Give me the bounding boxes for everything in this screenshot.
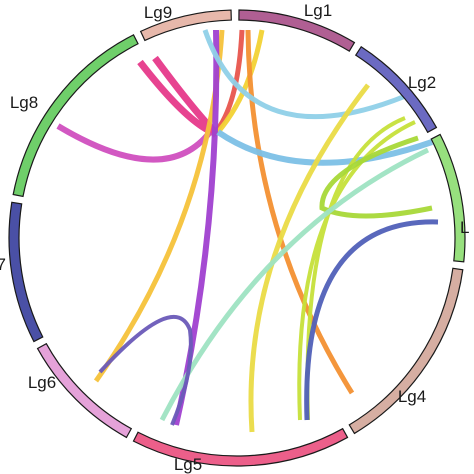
segment-label-l: L: [460, 218, 469, 237]
segment-lg4: [348, 267, 464, 435]
segment-label-lg6: Lg6: [28, 373, 56, 392]
segment-lg5: [132, 427, 349, 467]
link-lg9-lg2-lightblue: [202, 29, 409, 120]
link-lg8-pink: [56, 123, 213, 163]
link-lg9-thick-magenta: [137, 55, 218, 136]
segment-label-lg9: Lg9: [144, 3, 172, 22]
link-lg2-lg5-yellow: [248, 83, 370, 433]
links-layer: [56, 29, 439, 433]
link-lg9-orange: [245, 29, 355, 395]
link-lg9-yellow-short: [216, 29, 265, 134]
link-L-green-loop: [319, 135, 433, 219]
segment-label-lg2: Lg2: [408, 73, 436, 92]
segment-label-lg5: Lg5: [174, 455, 202, 474]
link-lg5-lg6-indigo: [98, 314, 193, 426]
segment-lg1: [238, 9, 356, 52]
segment-label-lg4: Lg4: [398, 387, 426, 406]
segment-lg9: [139, 9, 232, 42]
segments-layer: [8, 9, 466, 467]
segment-l: [430, 133, 466, 263]
segment-lg8: [12, 34, 139, 198]
segment-7: [8, 201, 44, 343]
link-L-lg4-blue: [304, 219, 439, 421]
link-lg9-L-blue: [216, 129, 433, 166]
segment-label-lg8: Lg8: [10, 93, 38, 112]
segment-label-lg1: Lg1: [304, 1, 332, 20]
segment-label-7: 7: [0, 255, 6, 274]
segment-lg2: [354, 45, 438, 134]
segment-lg6: [36, 342, 133, 439]
